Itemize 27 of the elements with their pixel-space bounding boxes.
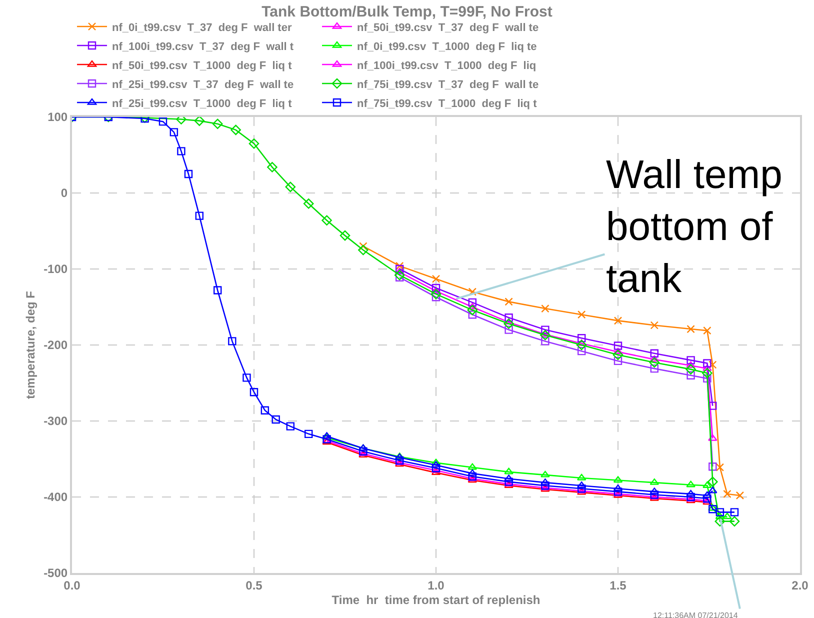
annotation: 12:11:36AM 07/21/2014 <box>653 611 738 618</box>
x-tick-label: 1.0 <box>428 578 445 592</box>
x-tick-label: 0.5 <box>246 578 263 592</box>
y-tick-label: 0 <box>60 186 68 200</box>
legend-label: nf_75i_t99.csv T_37 deg F wall te <box>357 78 539 91</box>
legend-label: nf_100i_t99.csv T_37 deg F wall t <box>112 40 294 53</box>
legend-label: nf_100i_t99.csv T_1000 deg F liq <box>357 60 536 72</box>
x-tick-label: 2.0 <box>792 578 809 592</box>
y-tick-label: -100 <box>44 262 68 276</box>
legend-label: nf_0i_t99.csv T_37 deg F wall ter <box>112 22 292 34</box>
y-tick-label: -400 <box>44 490 68 504</box>
chart-title: Tank Bottom/Bulk Temp, T=99F, No Frost <box>262 4 552 21</box>
legend-label: nf_25i_t99.csv T_37 deg F wall te <box>112 78 294 91</box>
y-tick-label: -200 <box>44 338 68 352</box>
y-tick-label: -300 <box>44 414 68 428</box>
x-tick-label: 1.5 <box>610 578 627 592</box>
legend-label: nf_75i_t99.csv T_1000 deg F liq t <box>357 98 538 110</box>
y-axis-title: temperature, deg F <box>23 290 38 400</box>
legend-label: nf_50i_t99.csv T_1000 deg F liq t <box>112 60 292 72</box>
annotation: Wall temp bottom of tank <box>606 153 782 301</box>
legend-label: nf_0i_t99.csv T_1000 deg F liq te <box>357 40 537 53</box>
x-tick-label: 0.0 <box>64 578 81 592</box>
y-tick-label: -500 <box>44 566 68 580</box>
x-axis-title: Time hr time from start of replenish <box>332 592 540 607</box>
legend-label: nf_50i_t99.csv T_37 deg F wall te <box>357 22 539 34</box>
legend-label: nf_25i_t99.csv T_1000 deg F liq t <box>112 98 292 110</box>
y-tick-label: 100 <box>48 110 68 124</box>
